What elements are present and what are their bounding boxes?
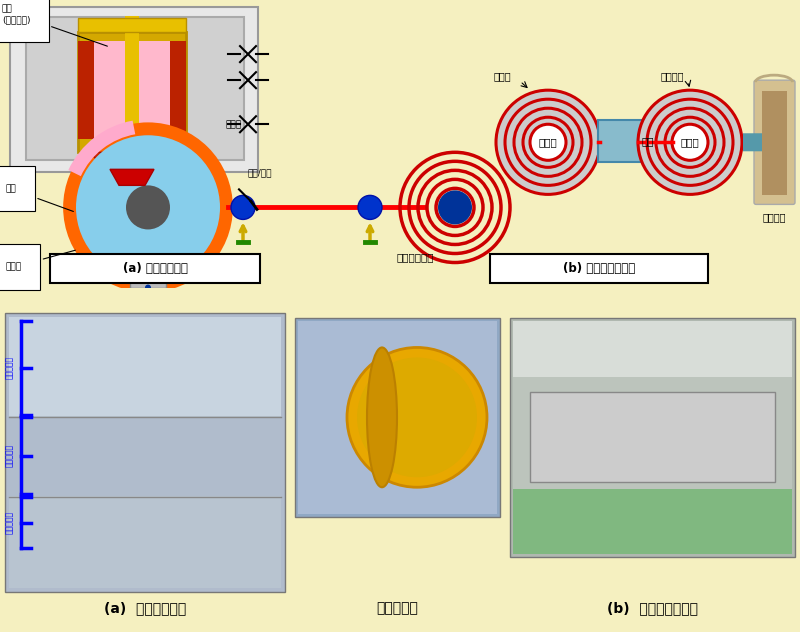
FancyBboxPatch shape — [510, 317, 795, 557]
FancyBboxPatch shape — [10, 7, 258, 173]
FancyBboxPatch shape — [762, 91, 787, 195]
Circle shape — [126, 185, 170, 229]
FancyBboxPatch shape — [50, 255, 260, 283]
Text: 非晶带: 非晶带 — [493, 71, 511, 81]
Text: 溶化炉单元: 溶化炉单元 — [5, 356, 14, 379]
Circle shape — [514, 108, 582, 176]
Text: 冷却辊单元: 冷却辊单元 — [377, 601, 418, 615]
FancyBboxPatch shape — [170, 41, 186, 139]
FancyBboxPatch shape — [754, 80, 795, 204]
Text: (a) 晶带制造装置: (a) 晶带制造装置 — [122, 262, 187, 275]
Text: 纳米晶带: 纳米晶带 — [660, 71, 684, 81]
FancyBboxPatch shape — [9, 418, 281, 496]
Text: (b) 连续热处理装置: (b) 连续热处理装置 — [563, 262, 635, 275]
Circle shape — [530, 125, 566, 161]
FancyBboxPatch shape — [513, 320, 792, 377]
FancyBboxPatch shape — [298, 320, 497, 514]
Text: (a)  晶带制造装置: (a) 晶带制造装置 — [104, 601, 186, 615]
Circle shape — [438, 190, 472, 224]
Circle shape — [347, 348, 487, 487]
FancyBboxPatch shape — [139, 269, 157, 276]
Text: 薄膜收卷装置: 薄膜收卷装置 — [396, 253, 434, 262]
Circle shape — [76, 135, 220, 279]
FancyBboxPatch shape — [26, 17, 244, 161]
Circle shape — [638, 90, 742, 195]
FancyBboxPatch shape — [9, 317, 281, 588]
Circle shape — [656, 108, 724, 176]
Circle shape — [496, 90, 600, 195]
FancyBboxPatch shape — [92, 41, 172, 139]
FancyBboxPatch shape — [9, 317, 281, 416]
FancyBboxPatch shape — [295, 317, 500, 517]
FancyBboxPatch shape — [78, 32, 186, 152]
FancyBboxPatch shape — [513, 320, 792, 554]
FancyBboxPatch shape — [125, 16, 139, 144]
FancyBboxPatch shape — [598, 120, 673, 162]
Polygon shape — [90, 152, 175, 169]
Text: 原材料: 原材料 — [226, 120, 242, 130]
FancyBboxPatch shape — [78, 18, 186, 32]
Circle shape — [68, 127, 228, 288]
Circle shape — [665, 117, 715, 167]
FancyBboxPatch shape — [78, 41, 94, 139]
Text: 冷却辊单元: 冷却辊单元 — [5, 511, 14, 534]
FancyBboxPatch shape — [530, 392, 775, 482]
Text: 坦吁
(中间包炉): 坦吁 (中间包炉) — [2, 4, 107, 46]
FancyBboxPatch shape — [490, 255, 708, 283]
FancyBboxPatch shape — [5, 312, 285, 592]
Text: 噴嘴: 噴嘴 — [6, 185, 74, 212]
Text: 放卷机: 放卷机 — [681, 137, 699, 147]
Text: 纳米晶带: 纳米晶带 — [762, 212, 786, 222]
Text: 放卷机: 放卷机 — [538, 137, 558, 147]
FancyBboxPatch shape — [130, 276, 166, 288]
Polygon shape — [110, 169, 154, 185]
Text: (b)  连续热处理装置: (b) 连续热处理装置 — [607, 601, 698, 615]
FancyArrow shape — [743, 130, 785, 155]
Circle shape — [145, 284, 151, 291]
FancyBboxPatch shape — [513, 489, 792, 554]
Text: 热炉: 热炉 — [642, 137, 654, 146]
Text: 冷却辊: 冷却辊 — [6, 250, 75, 272]
Circle shape — [231, 195, 255, 219]
Text: 剥离/噴嘴: 剥离/噴嘴 — [248, 168, 273, 178]
Ellipse shape — [367, 348, 397, 487]
Circle shape — [672, 125, 708, 161]
Circle shape — [523, 117, 573, 167]
Circle shape — [358, 195, 382, 219]
Text: 中间包单元: 中间包单元 — [5, 444, 14, 467]
Circle shape — [357, 358, 477, 477]
Circle shape — [647, 99, 733, 185]
Circle shape — [505, 99, 591, 185]
